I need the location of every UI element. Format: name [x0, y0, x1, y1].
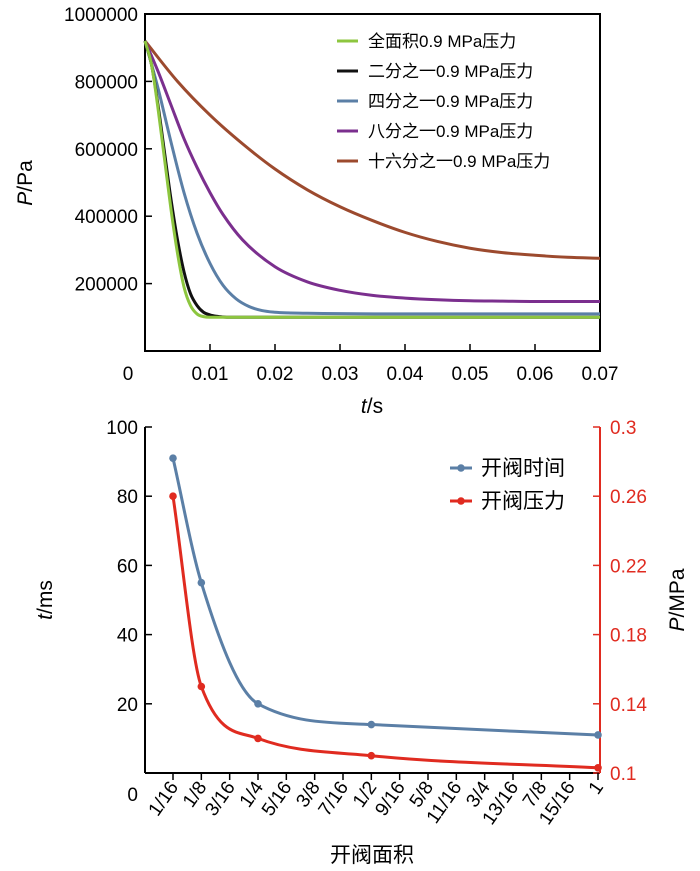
x-tick-label: 5/16	[258, 778, 296, 820]
y-tick-label: 0	[127, 785, 138, 806]
y2-tick-label: 0.1	[610, 764, 636, 785]
data-point	[594, 764, 602, 772]
x-tick-label: 0.02	[257, 364, 294, 385]
y2-tick-label: 0.3	[610, 418, 636, 439]
y-tick-label: 1000000	[64, 5, 138, 26]
x-tick-label: 0.01	[192, 364, 229, 385]
data-point	[594, 731, 602, 739]
x-tick-label: 1	[585, 778, 608, 799]
legend-label: 八分之一0.9 MPa压力	[368, 122, 533, 141]
data-point	[254, 734, 262, 743]
series-line	[143, 40, 601, 303]
legend-label: 十六分之一0.9 MPa压力	[368, 152, 550, 171]
x-tick-label: 9/16	[371, 778, 409, 820]
y2-axis-label: P/MPa	[666, 568, 689, 631]
series-line	[171, 495, 599, 770]
legend-label: 四分之一0.9 MPa压力	[368, 92, 533, 111]
series-line	[143, 40, 600, 319]
legend-marker	[457, 464, 465, 472]
legend-label: 开阀时间	[481, 457, 565, 480]
y-tick-label: 600000	[75, 140, 138, 161]
x-tick-label: 0.07	[582, 364, 619, 385]
legend-label: 开阀压力	[481, 490, 565, 513]
y-axis-label: P/Pa	[14, 160, 37, 206]
y2-tick-label: 0.18	[610, 626, 647, 647]
y-tick-label: 100	[106, 418, 138, 439]
data-point	[254, 700, 262, 708]
series-line	[143, 40, 600, 319]
data-point	[197, 578, 206, 587]
plot-frame	[144, 13, 601, 352]
x-tick-label: 1/16	[145, 778, 183, 820]
y-tick-label: 800000	[75, 72, 138, 93]
series-line	[171, 457, 599, 737]
x-tick-label: 0.05	[452, 364, 489, 385]
y-tick-label: 20	[117, 695, 138, 716]
y2-tick-label: 0.22	[610, 556, 647, 577]
legend-label: 二分之一0.9 MPa压力	[368, 62, 533, 81]
x-tick-label: 3/16	[201, 778, 239, 820]
x-axis-label: t/s	[361, 395, 383, 418]
y2-tick-label: 0.14	[610, 695, 647, 716]
x-tick-label: 0.03	[322, 364, 359, 385]
x-tick-label: 0.04	[387, 364, 424, 385]
y2-tick-label: 0.26	[610, 487, 647, 508]
data-point	[169, 454, 177, 462]
data-point	[169, 492, 177, 501]
series-line	[143, 40, 600, 316]
data-point	[367, 720, 376, 729]
data-point	[367, 751, 376, 760]
x-tick-label: 0	[123, 364, 134, 385]
x-tick-label: 7/16	[315, 778, 353, 820]
y-tick-label: 200000	[75, 275, 138, 296]
data-point	[197, 682, 206, 691]
pressure-time-chart: 0 0.01 0.02 0.03 0.04 0.05 0.06 0.07 200000 40000…	[14, 5, 618, 418]
x-axis-label: 开阀面积	[330, 844, 414, 867]
series-line	[143, 40, 601, 260]
legend-label: 全面积0.9 MPa压力	[368, 32, 516, 51]
y-tick-label: 60	[117, 556, 138, 577]
x-tick-label: 0.06	[517, 364, 554, 385]
y-axis-label: t/ms	[34, 580, 57, 620]
valve-area-chart: 0204060801000.10.140.180.220.260.31/161/…	[34, 418, 689, 867]
y-tick-label: 40	[117, 626, 138, 647]
legend-marker	[457, 497, 465, 505]
y-tick-label: 80	[117, 487, 138, 508]
y-tick-label: 400000	[75, 207, 138, 228]
